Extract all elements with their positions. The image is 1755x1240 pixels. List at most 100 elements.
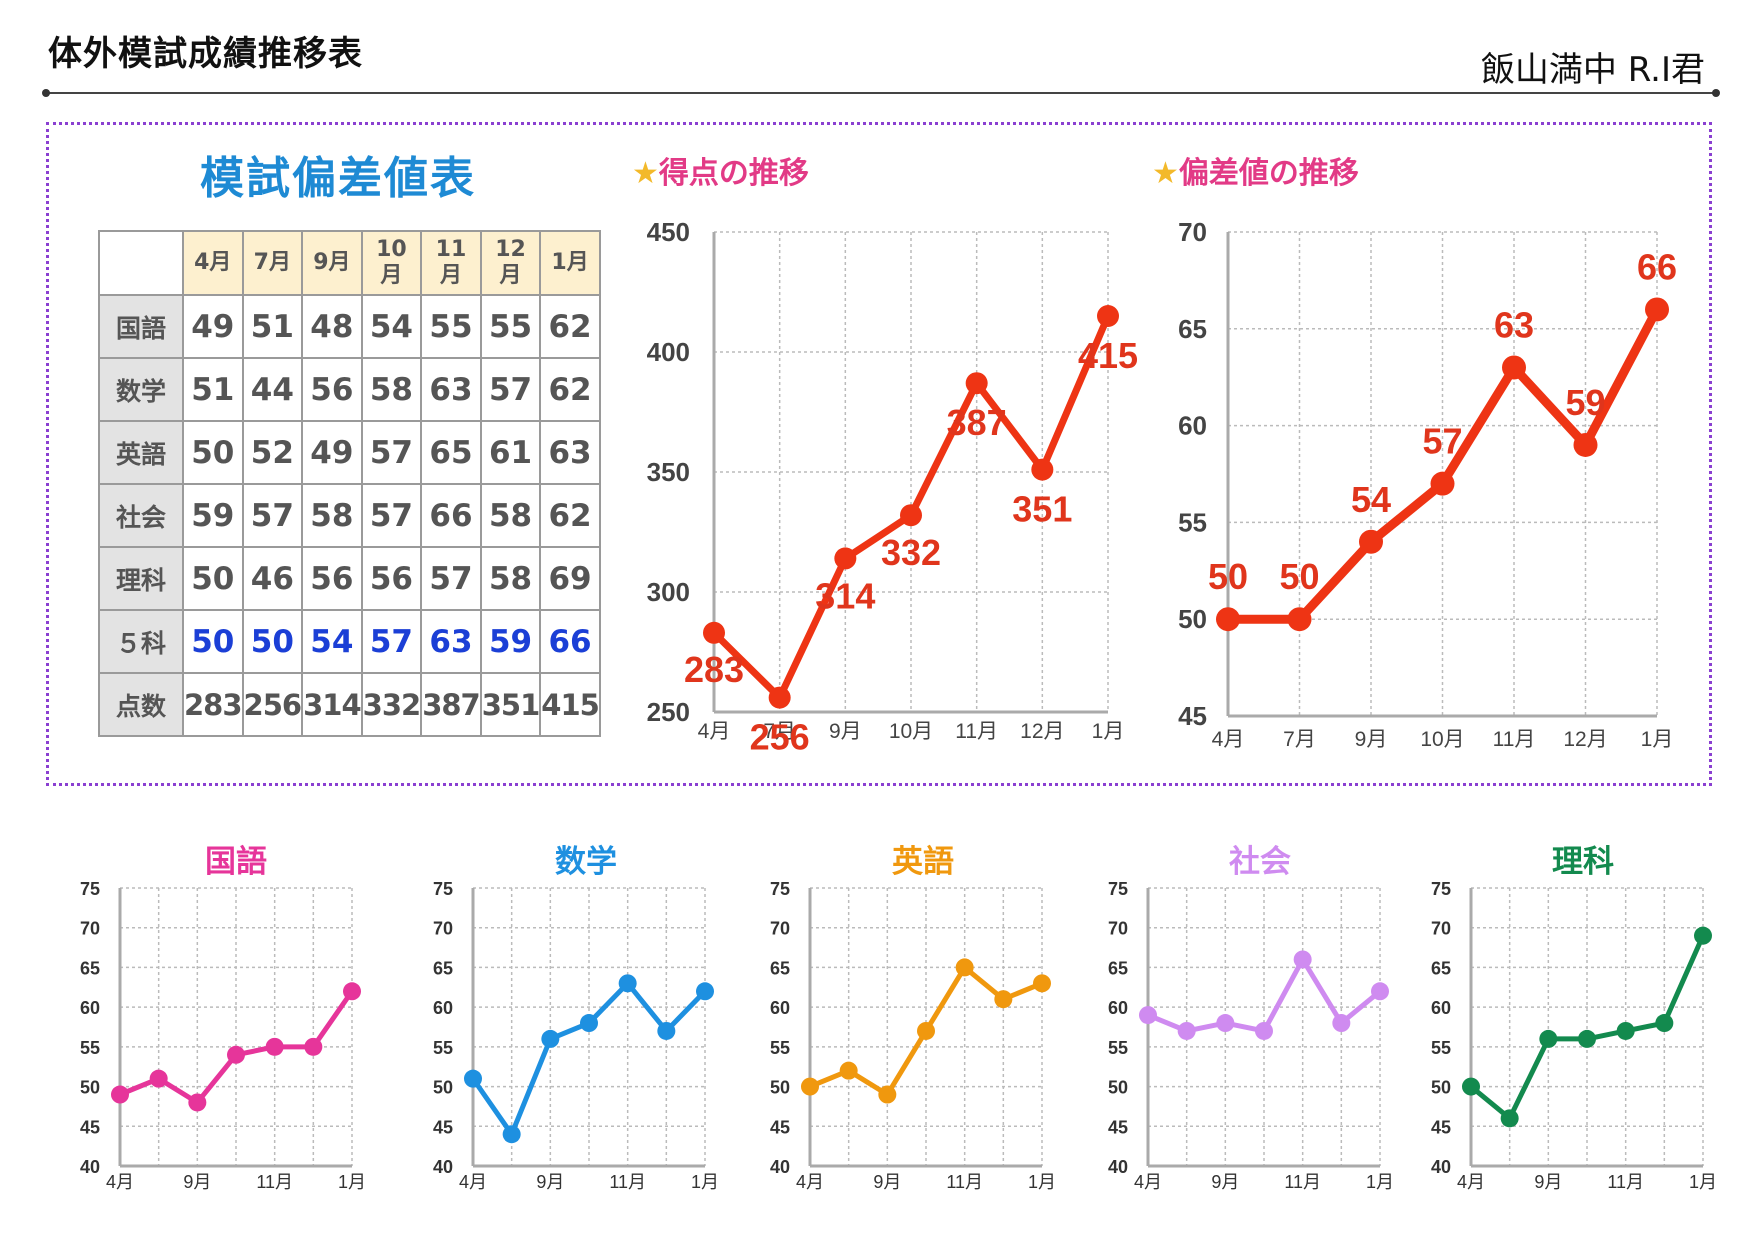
y-tick-label: 60 [1108,998,1128,1018]
score-cell: 69 [539,546,601,611]
data-point [580,1014,598,1033]
data-point [1216,607,1240,632]
y-tick-label: 50 [770,1078,790,1098]
data-point [1539,1029,1558,1048]
data-point [703,621,725,644]
kokugo-chart-title: 国語 [205,844,267,880]
x-tick-label: 9月 [1211,1172,1239,1192]
data-label: 57 [1422,421,1462,462]
x-tick-label: 11月 [1607,1172,1644,1192]
y-tick-label: 70 [80,919,100,939]
data-point [696,982,714,1001]
x-tick-label: 9月 [1355,728,1388,751]
y-tick-label: 40 [80,1157,100,1177]
star-icon: ★ [632,156,659,191]
x-tick-label: 1月 [1689,1172,1717,1192]
score-cell: 51 [182,357,244,422]
data-point [1462,1077,1480,1096]
x-tick-label: 1月 [1028,1172,1056,1192]
score-cell: 63 [420,609,482,674]
header-rule [46,92,1716,94]
month-header: 4月 [182,230,244,296]
data-point [1216,1014,1235,1033]
x-tick-label: 11月 [609,1172,646,1192]
score-cell: 57 [360,483,423,548]
y-tick-label: 60 [1178,411,1207,441]
month-header: 10 月 [360,230,423,296]
score-cell: 55 [420,294,482,359]
y-tick-label: 55 [1178,507,1207,537]
data-point [1033,974,1051,993]
data-point [917,1021,935,1040]
score-cell: 351 [479,672,542,737]
score-cell: 58 [479,483,542,548]
y-tick-label: 50 [1108,1078,1128,1098]
data-label: 351 [1012,489,1072,530]
x-tick-label: 9月 [1534,1172,1562,1192]
score-chart-title-text: 得点の推移 [658,156,809,191]
x-tick-label: 1月 [1366,1172,1394,1192]
data-point [1500,1109,1519,1128]
subject-label: 数学 [98,357,184,422]
score-cell: 283 [182,672,244,737]
x-tick-label: 11月 [1284,1172,1321,1192]
data-label: 314 [815,575,875,616]
y-tick-label: 55 [433,1038,453,1058]
score-cell: 65 [420,420,482,485]
y-tick-label: 75 [1431,879,1451,899]
data-label: 256 [750,717,810,758]
data-point [834,547,857,570]
score-cell: 56 [301,357,363,422]
data-label: 50 [1208,556,1248,597]
data-label: 415 [1078,335,1138,376]
y-tick-label: 65 [770,958,790,978]
score-cell: 50 [182,609,244,674]
y-tick-label: 65 [433,958,453,978]
data-label: 332 [881,532,941,573]
data-point [1371,982,1389,1001]
data-point [1578,1029,1596,1048]
data-point [1255,1021,1273,1040]
score-cell: 415 [539,672,601,737]
score-cell: 314 [301,672,363,737]
y-tick-label: 40 [433,1157,453,1177]
y-tick-label: 40 [1108,1157,1128,1177]
y-tick-label: 50 [1431,1078,1451,1098]
data-label: 54 [1351,479,1391,520]
star-icon: ★ [1152,156,1179,191]
x-tick-label: 4月 [1457,1172,1485,1192]
data-point [1694,926,1712,945]
data-point [304,1037,323,1056]
x-tick-label: 9月 [183,1172,211,1192]
data-point [955,958,974,977]
score-cell: 46 [241,546,304,611]
x-tick-label: 4月 [1212,728,1245,751]
data-point [1139,1006,1157,1025]
x-tick-label: 7月 [1283,728,1316,751]
y-tick-label: 75 [770,879,790,899]
score-cell: 51 [241,294,304,359]
data-label: 50 [1279,556,1319,597]
subject-label: 理科 [98,546,184,611]
score-cell: 49 [182,294,244,359]
score-cell: 50 [182,420,244,485]
y-tick-label: 70 [1108,919,1128,939]
deviation-chart-title: ★偏差値の推移 [1152,148,1359,192]
data-label: 59 [1565,382,1605,423]
data-point [541,1029,560,1048]
y-tick-label: 65 [1108,958,1128,978]
score-cell: 256 [241,672,304,737]
y-tick-label: 75 [1108,879,1128,899]
data-point [149,1069,168,1088]
y-tick-label: 65 [80,958,100,978]
y-tick-label: 60 [80,998,100,1018]
score-cell: 56 [360,546,423,611]
student-name: 飯山満中 R.I君 [1480,50,1705,90]
y-tick-label: 55 [80,1038,100,1058]
data-point [1287,607,1312,632]
summary-panel [46,122,1712,786]
y-tick-label: 70 [1178,217,1207,247]
score-cell: 50 [182,546,244,611]
x-tick-label: 9月 [536,1172,564,1192]
y-tick-label: 75 [80,879,100,899]
